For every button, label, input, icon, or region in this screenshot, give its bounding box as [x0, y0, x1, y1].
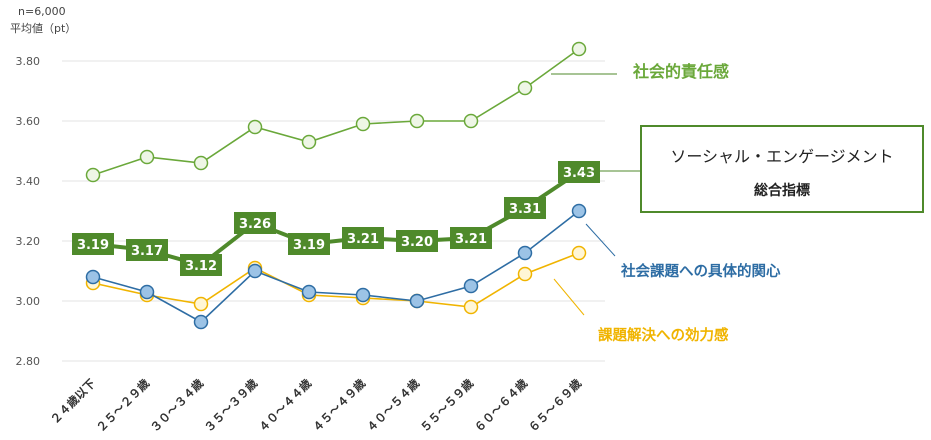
engagement-data-label: 3.19: [77, 238, 109, 253]
unit-label: 平均値（pt）: [10, 22, 76, 35]
engagement-label-box: [288, 233, 330, 255]
concern-point: [355, 287, 371, 303]
x-tick-label: ２４歳以下: [48, 376, 99, 427]
engagement-label-box: [396, 230, 438, 252]
engagement-label-box: [558, 161, 600, 183]
legend-efficacy: 課題解決への効力感: [598, 326, 729, 344]
social-responsibility-point: [139, 149, 155, 165]
y-axis-ticks: 2.80 3.00 3.20 3.40 3.60 3.80: [16, 55, 41, 368]
y-tick-label: 3.60: [16, 115, 41, 128]
engagement-data-label: 3.43: [563, 166, 595, 181]
social-responsibility-point: [463, 113, 479, 129]
y-tick-label: 2.80: [16, 355, 41, 368]
engagement-data-label: 3.26: [239, 217, 271, 232]
concern-point: [409, 293, 425, 309]
engagement-data-label: 3.19: [293, 238, 325, 253]
efficacy-point: [517, 266, 533, 282]
legend-engagement-subtitle: 総合指標: [754, 182, 810, 199]
concern-point: [247, 263, 263, 279]
efficacy-leader-line: [553, 278, 585, 316]
engagement-label-box: [504, 197, 546, 219]
concern-point: [571, 203, 587, 219]
x-tick-label: ２５～２９歳: [93, 376, 152, 435]
efficacy-point: [193, 296, 209, 312]
series: 3.19 3.17 3.12 3.26 3.19 3.21 3.20 3.21 3.31 3.43: [72, 41, 600, 330]
social-responsibility-point: [85, 167, 101, 183]
legend-concern: 社会課題への具体的関心: [620, 262, 781, 280]
engagement-data-label: 3.21: [347, 232, 379, 247]
concern-line: [92, 210, 580, 323]
concern-leader-line: [585, 223, 616, 257]
engagement-data-label: 3.20: [401, 235, 433, 250]
engagement-label-box: [450, 227, 492, 249]
concern-point: [301, 284, 317, 300]
engagement-label-box: [180, 254, 222, 276]
social-responsibility-line: [92, 48, 580, 176]
y-tick-label: 3.80: [16, 55, 41, 68]
x-tick-label: ４５～４９歳: [309, 376, 368, 435]
engagement-data-label: 3.21: [455, 232, 487, 247]
x-tick-label: ４０～４４歳: [255, 376, 314, 435]
x-tick-label: ３０～３４歳: [147, 376, 206, 435]
engagement-data-label: 3.31: [509, 202, 541, 217]
legend-social-responsibility: 社会的責任感: [632, 62, 729, 81]
legend: 社会的責任感ソーシャル・エンゲージメント総合指標社会課題への具体的関心課題解決へ…: [551, 62, 924, 344]
engagement-legend-box: [640, 125, 924, 213]
social-responsibility-point: [355, 116, 371, 132]
social-responsibility-point: [247, 119, 263, 135]
social-responsibility-point: [517, 80, 533, 96]
concern-point: [85, 269, 101, 285]
efficacy-line: [92, 252, 580, 308]
x-tick-label: ４０～５４歳: [363, 376, 422, 435]
engagement-data-label: 3.12: [185, 259, 217, 274]
concern-point: [517, 245, 533, 261]
efficacy-point: [463, 299, 479, 315]
engagement-label-box: [234, 212, 276, 234]
x-axis-ticks: ２４歳以下２５～２９歳３０～３４歳３５～３９歳４０～４４歳４５～４９歳４０～５４…: [48, 376, 585, 435]
x-tick-label: ３５～３９歳: [201, 376, 260, 435]
concern-point: [463, 278, 479, 294]
concern-point: [139, 284, 155, 300]
engagement-label-box: [342, 227, 384, 249]
efficacy-point: [571, 245, 587, 261]
social-responsibility-point: [193, 155, 209, 171]
concern-point: [193, 314, 209, 330]
y-tick-label: 3.40: [16, 175, 41, 188]
engagement-line: [92, 170, 581, 268]
sample-size-label: n=6,000: [18, 5, 66, 18]
engagement-data-label: 3.17: [131, 244, 163, 259]
x-tick-label: ６５～６９歳: [525, 376, 584, 435]
x-tick-label: ６０～６４歳: [471, 376, 530, 435]
engagement-label-box: [126, 239, 168, 261]
y-tick-label: 3.00: [16, 295, 41, 308]
legend-engagement-title: ソーシャル・エンゲージメント: [670, 147, 893, 166]
social-responsibility-point: [409, 113, 425, 129]
social-responsibility-point: [301, 134, 317, 150]
x-tick-label: ５５～５９歳: [417, 376, 476, 435]
y-tick-label: 3.20: [16, 235, 41, 248]
social-responsibility-point: [571, 41, 587, 57]
engagement-label-box: [72, 233, 114, 255]
